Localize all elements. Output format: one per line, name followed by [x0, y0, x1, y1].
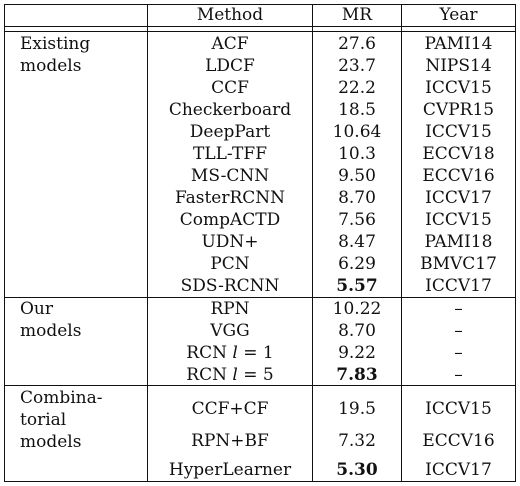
mr-cell-best: 5.57 [336, 276, 378, 296]
method-cell: HyperLearner [168, 460, 292, 480]
method-cell: RPN [210, 299, 250, 319]
year-cell: ICCV17 [425, 460, 492, 480]
method-cell: LDCF [205, 56, 255, 76]
group-label-line: Our [20, 299, 54, 319]
method-cell: DeepPart [189, 122, 271, 142]
method-text: = 1 [237, 343, 274, 363]
method-text: RCN [186, 343, 233, 363]
method-cell: VGG [210, 321, 250, 341]
mr-cell: 8.47 [338, 232, 376, 252]
year-cell: ICCV15 [425, 122, 492, 142]
year-cell: ICCV17 [425, 276, 492, 296]
year-cell: ECCV16 [422, 166, 495, 186]
method-cell: FasterRCNN [174, 188, 286, 208]
mr-cell: 7.32 [338, 431, 376, 451]
method-text: = 5 [237, 365, 274, 385]
year-cell: – [454, 321, 463, 341]
method-text: RCN [186, 365, 233, 385]
method-cell: CompACTD [179, 210, 281, 230]
year-cell: – [454, 365, 463, 385]
method-cell: MS-CNN [190, 166, 270, 186]
group-label-line: models [20, 432, 82, 452]
year-cell: CVPR15 [422, 100, 495, 120]
math-variable: l [232, 365, 238, 385]
method-cell: CCF+CF [191, 399, 269, 419]
group-label-line: torial [20, 410, 67, 430]
year-cell: – [454, 343, 463, 363]
year-cell: ECCV16 [422, 431, 495, 451]
year-cell: BMVC17 [420, 254, 497, 274]
math-variable: l [232, 343, 238, 363]
method-cell: TLL-TFF [193, 144, 267, 164]
mr-cell-best: 7.83 [336, 365, 378, 385]
group-label-line: models [20, 321, 82, 341]
mr-cell: 22.2 [338, 78, 376, 98]
year-cell: – [454, 299, 463, 319]
year-cell: PAMI18 [424, 232, 493, 252]
method-cell: RPN+BF [191, 431, 269, 451]
mr-cell: 8.70 [338, 188, 376, 208]
year-cell: ICCV15 [425, 399, 492, 419]
group-label-line: Existing [20, 34, 91, 54]
method-cell: ACF [211, 34, 249, 54]
year-cell: PAMI14 [424, 34, 493, 54]
year-cell: ICCV15 [425, 78, 492, 98]
year-cell: ECCV18 [422, 144, 495, 164]
mr-cell: 9.50 [338, 166, 376, 186]
method-cell: UDN+ [201, 232, 259, 252]
mr-cell: 6.29 [338, 254, 376, 274]
mr-cell: 18.5 [338, 100, 376, 120]
mr-cell: 9.22 [338, 343, 376, 363]
mr-cell: 10.3 [338, 144, 376, 164]
header-year: Year [439, 5, 478, 25]
method-cell: RCN l = 5 [148, 364, 312, 386]
mr-cell-best: 5.30 [336, 460, 378, 480]
year-cell: NIPS14 [425, 56, 492, 76]
mr-cell: 7.56 [338, 210, 376, 230]
header-method: Method [196, 5, 264, 25]
mr-cell: 10.22 [332, 299, 382, 319]
mr-cell: 10.64 [332, 122, 382, 142]
mr-cell: 19.5 [338, 399, 376, 419]
group-label-line: models [20, 56, 82, 76]
method-cell: Checkerboard [168, 100, 292, 120]
method-cell: SDS-RCNN [180, 276, 280, 296]
header-mr: MR [341, 5, 373, 25]
year-cell: ICCV15 [425, 210, 492, 230]
group-label-line: Combina- [20, 388, 103, 408]
mr-cell: 23.7 [338, 56, 376, 76]
year-cell: ICCV17 [425, 188, 492, 208]
method-cell: CCF [211, 78, 249, 98]
mr-cell: 27.6 [338, 34, 376, 54]
method-cell: PCN [210, 254, 250, 274]
mr-cell: 8.70 [338, 321, 376, 341]
method-cell: RCN l = 1 [148, 342, 312, 364]
